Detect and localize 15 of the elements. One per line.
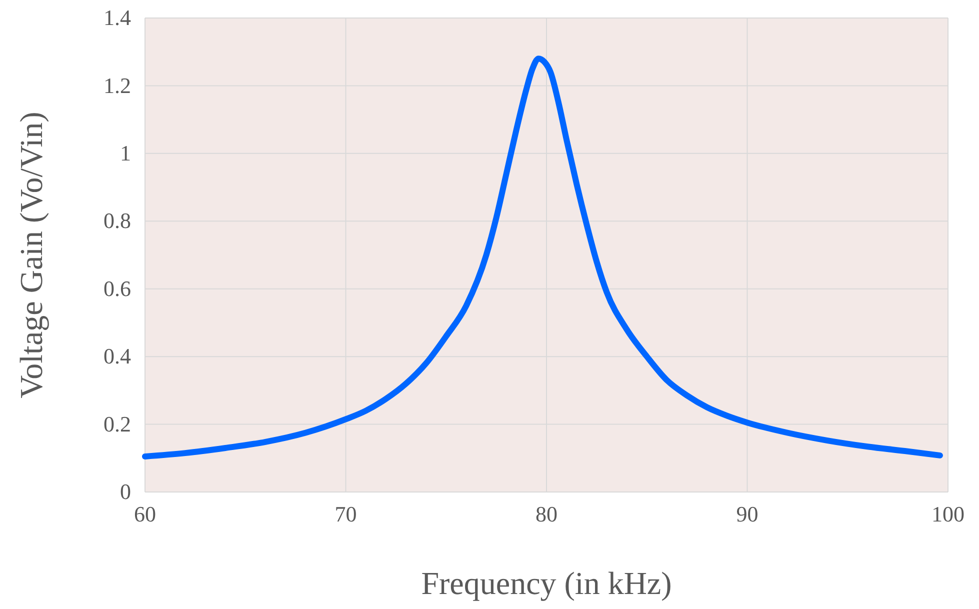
x-tick-label: 90 xyxy=(736,502,758,527)
x-tick-label: 100 xyxy=(932,502,964,527)
x-tick-label: 70 xyxy=(334,502,357,527)
y-tick-label: 1.2 xyxy=(104,72,131,98)
y-axis-title: Voltage Gain (Vo/Vin) xyxy=(13,112,49,398)
y-tick-label: 0.8 xyxy=(104,208,131,234)
x-tick-label: 60 xyxy=(134,502,156,527)
y-tick-label: 1.4 xyxy=(104,5,131,30)
x-tick-label: 80 xyxy=(536,502,558,527)
y-tick-label: 0.6 xyxy=(104,276,131,301)
x-axis-title: Frequency (in kHz) xyxy=(421,565,672,601)
y-tick-label: 0.4 xyxy=(104,344,131,369)
y-tick-label: 1 xyxy=(120,140,131,166)
y-tick-label: 0.2 xyxy=(104,411,131,436)
y-tick-label: 0 xyxy=(120,479,131,504)
